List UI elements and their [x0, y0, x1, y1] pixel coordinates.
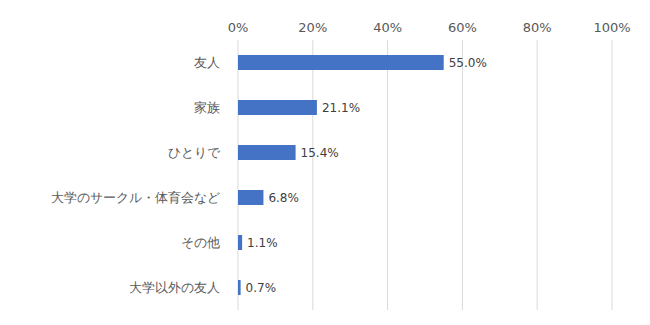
svg-text:0%: 0%: [228, 20, 249, 35]
svg-text:40%: 40%: [373, 20, 402, 35]
svg-text:20%: 20%: [298, 20, 327, 35]
svg-text:15.4%: 15.4%: [301, 146, 339, 160]
svg-text:21.1%: 21.1%: [322, 101, 360, 115]
svg-text:ひとりで: ひとりで: [168, 145, 221, 160]
svg-text:その他: その他: [181, 235, 220, 250]
svg-text:大学以外の友人: 大学以外の友人: [129, 280, 220, 295]
svg-text:55.0%: 55.0%: [449, 56, 487, 70]
svg-text:友人: 友人: [194, 55, 220, 70]
svg-text:0.7%: 0.7%: [246, 281, 276, 295]
svg-text:6.8%: 6.8%: [268, 191, 299, 205]
svg-text:60%: 60%: [448, 20, 477, 35]
svg-text:大学のサークル・体育会など: 大学のサークル・体育会など: [51, 190, 220, 205]
svg-text:1.1%: 1.1%: [247, 236, 278, 250]
svg-text:80%: 80%: [523, 20, 552, 35]
svg-text:家族: 家族: [194, 100, 220, 115]
svg-text:100%: 100%: [593, 20, 630, 35]
